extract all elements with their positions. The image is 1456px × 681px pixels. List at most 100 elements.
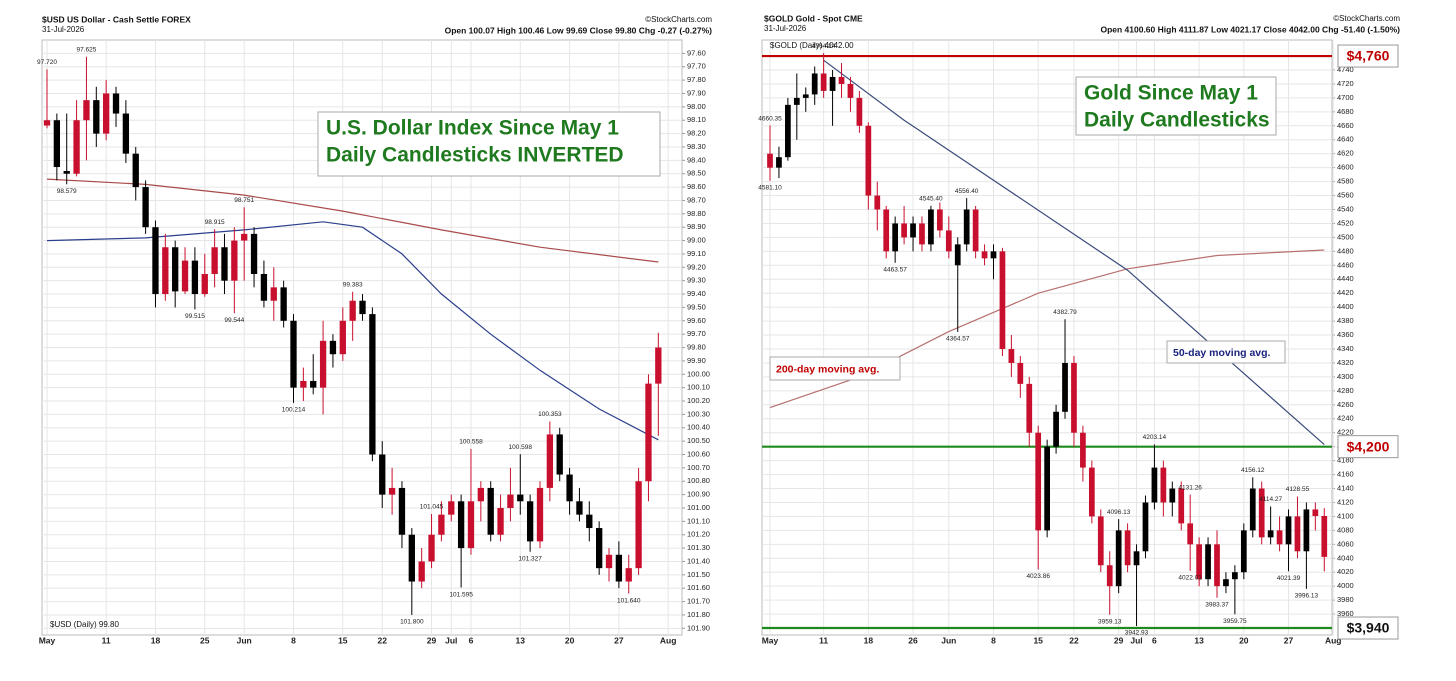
candle-body bbox=[280, 287, 287, 321]
y-tick-label: 4440 bbox=[1337, 274, 1354, 283]
y-tick-label: 101.20 bbox=[687, 530, 710, 539]
moving-average bbox=[823, 59, 1325, 446]
x-tick-label: 13 bbox=[516, 635, 526, 645]
y-tick-label: 101.80 bbox=[687, 610, 710, 619]
candle-body bbox=[112, 93, 120, 114]
point-label: 3959.75 bbox=[1223, 618, 1247, 625]
candle-body bbox=[536, 487, 544, 542]
symbol-title: $GOLD Gold - Spot CME bbox=[764, 13, 863, 23]
y-tick-label: 4460 bbox=[1337, 260, 1354, 269]
x-tick-label: 29 bbox=[1114, 635, 1124, 645]
y-tick-label: 4160 bbox=[1337, 470, 1354, 479]
candle-body bbox=[497, 507, 504, 535]
level-label: $4,760 bbox=[1347, 48, 1390, 64]
point-label: 98.579 bbox=[57, 188, 77, 195]
y-tick-label: 101.50 bbox=[687, 570, 710, 579]
point-label: 101.327 bbox=[518, 555, 542, 562]
x-tick-label: Jul bbox=[445, 635, 457, 645]
x-tick-label: 15 bbox=[338, 635, 348, 645]
y-tick-label: 4000 bbox=[1337, 581, 1354, 590]
candle-body bbox=[231, 240, 238, 281]
level-label: $4,200 bbox=[1347, 438, 1390, 454]
point-label: 98.751 bbox=[234, 197, 254, 204]
candle-body bbox=[1258, 488, 1265, 538]
candle-body bbox=[1017, 362, 1024, 384]
y-tick-label: 100.80 bbox=[687, 476, 710, 485]
y-tick-label: 4680 bbox=[1337, 107, 1354, 116]
x-tick-label: Jul bbox=[1130, 635, 1142, 645]
x-tick-label: 25 bbox=[200, 635, 210, 645]
y-tick-label: 98.90 bbox=[687, 222, 706, 231]
y-tick-label: 99.10 bbox=[687, 249, 706, 258]
candle-body bbox=[1088, 467, 1095, 517]
candle-body bbox=[457, 501, 465, 549]
candle-body bbox=[576, 501, 583, 515]
candle-body bbox=[1249, 488, 1256, 531]
level-label: $3,940 bbox=[1347, 620, 1390, 636]
y-tick-label: 4700 bbox=[1337, 93, 1354, 102]
candle-body bbox=[1133, 551, 1140, 566]
x-tick-label: Aug bbox=[1325, 635, 1342, 645]
y-tick-label: 100.40 bbox=[687, 423, 710, 432]
point-label: 98.915 bbox=[205, 219, 225, 226]
y-tick-label: 4360 bbox=[1337, 330, 1354, 339]
y-tick-label: 100.60 bbox=[687, 449, 710, 458]
legend: $USD (Daily) 99.80 bbox=[50, 620, 119, 629]
candle-body bbox=[1214, 544, 1220, 587]
y-tick-label: 98.80 bbox=[687, 209, 706, 218]
candle-body bbox=[300, 380, 307, 388]
point-label: 4581.10 bbox=[758, 185, 782, 192]
candle-body bbox=[566, 474, 573, 502]
candle-body bbox=[1312, 509, 1319, 516]
point-label: 3983.37 bbox=[1205, 601, 1229, 608]
y-tick-label: 4180 bbox=[1337, 456, 1354, 465]
x-tick-label: 20 bbox=[565, 635, 575, 645]
y-tick-label: 98.60 bbox=[687, 182, 706, 191]
y-tick-label: 97.90 bbox=[687, 88, 706, 97]
date: 31-Jul-2026 bbox=[42, 25, 85, 34]
candle-body bbox=[635, 481, 642, 569]
y-tick-label: 99.60 bbox=[687, 316, 706, 325]
candle-body bbox=[290, 320, 297, 388]
y-tick-label: 4300 bbox=[1337, 372, 1354, 381]
candle-body bbox=[221, 247, 228, 281]
point-label: 4131.26 bbox=[1178, 484, 1202, 491]
y-tick-label: 4060 bbox=[1337, 539, 1354, 548]
candle-body bbox=[865, 125, 872, 196]
point-label: 100.598 bbox=[509, 444, 533, 451]
level-box bbox=[1337, 435, 1399, 459]
candle-body bbox=[1151, 467, 1158, 503]
candle-body bbox=[1035, 432, 1042, 531]
y-tick-label: 4260 bbox=[1337, 400, 1354, 409]
note: 50-day moving avg. bbox=[1173, 347, 1271, 359]
x-tick-label: 27 bbox=[614, 635, 624, 645]
point-label: 99.383 bbox=[343, 281, 363, 288]
candle-body bbox=[1232, 572, 1238, 580]
candle-body bbox=[910, 223, 916, 238]
candle-body bbox=[329, 340, 337, 355]
candle-body bbox=[428, 534, 435, 562]
x-tick-label: 22 bbox=[378, 635, 388, 645]
x-tick-label: May bbox=[39, 635, 56, 645]
y-tick-label: 4420 bbox=[1337, 288, 1354, 297]
candle-body bbox=[1026, 383, 1033, 433]
point-label: 4096.13 bbox=[1107, 509, 1131, 516]
x-tick-label: 18 bbox=[864, 635, 874, 645]
point-label: 100.214 bbox=[282, 407, 306, 414]
symbol-title: $USD US Dollar - Cash Settle FOREX bbox=[42, 14, 191, 24]
candle-body bbox=[655, 347, 662, 384]
candle-body bbox=[379, 454, 386, 495]
y-tick-label: 4140 bbox=[1337, 484, 1354, 493]
x-tick-label: 26 bbox=[908, 635, 918, 645]
y-tick-label: 100.20 bbox=[687, 396, 710, 405]
point-label: 100.558 bbox=[459, 439, 483, 446]
candle-body bbox=[1115, 530, 1122, 587]
candle-body bbox=[181, 260, 189, 292]
quote: Open 4100.60 High 4111.87 Low 4021.17 Cl… bbox=[1100, 24, 1400, 34]
candle-body bbox=[615, 554, 623, 582]
y-tick-label: 4580 bbox=[1337, 177, 1354, 186]
candle-body bbox=[1178, 488, 1185, 524]
point-label: 4022.01 bbox=[1178, 575, 1202, 582]
point-label: 4545.40 bbox=[919, 195, 943, 202]
point-label: 101.640 bbox=[617, 597, 641, 604]
